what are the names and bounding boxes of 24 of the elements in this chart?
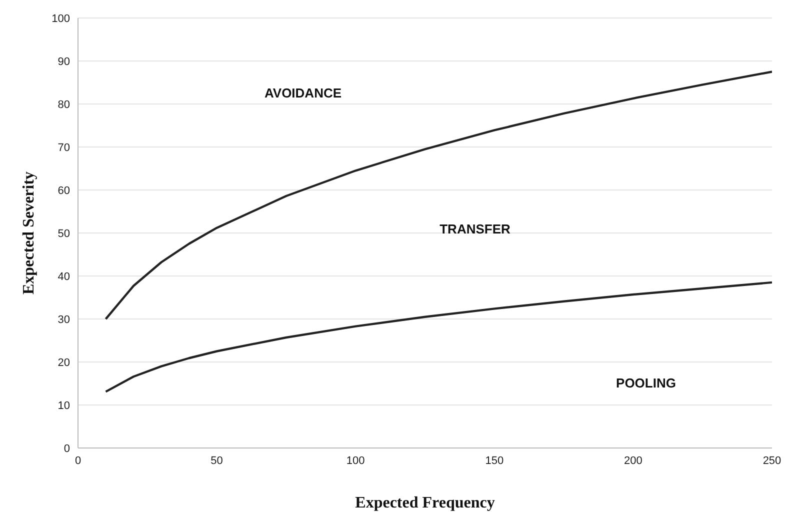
x-tick-label: 250 <box>762 454 782 467</box>
y-tick-label: 90 <box>58 56 70 68</box>
y-tick-label: 100 <box>52 12 70 25</box>
annotation: POOLING <box>616 376 676 390</box>
x-tick-label: 150 <box>485 454 504 467</box>
y-tick-label: 0 <box>64 442 70 455</box>
x-tick-label: 50 <box>210 454 223 467</box>
x-tick-label: 0 <box>74 454 82 467</box>
y-tick-label: 10 <box>58 400 70 412</box>
x-axis-title: Expected Frequency <box>355 494 495 512</box>
annotation: AVOIDANCE <box>264 86 342 100</box>
y-axis-title: Expected Severity <box>20 171 38 295</box>
line-series <box>104 281 772 393</box>
y-tick-label: 80 <box>58 98 70 111</box>
y-tick-label: 50 <box>58 228 70 240</box>
line-series <box>104 70 772 320</box>
y-tick-label: 40 <box>58 270 70 283</box>
y-tick-label: 30 <box>58 314 70 326</box>
x-tick-label: 200 <box>624 454 642 467</box>
y-tick-label: 70 <box>58 142 70 154</box>
y-tick-label: 20 <box>58 356 70 369</box>
x-tick-label: 100 <box>346 454 365 467</box>
y-tick-label: 60 <box>58 184 70 197</box>
annotation: TRANSFER <box>440 222 510 236</box>
